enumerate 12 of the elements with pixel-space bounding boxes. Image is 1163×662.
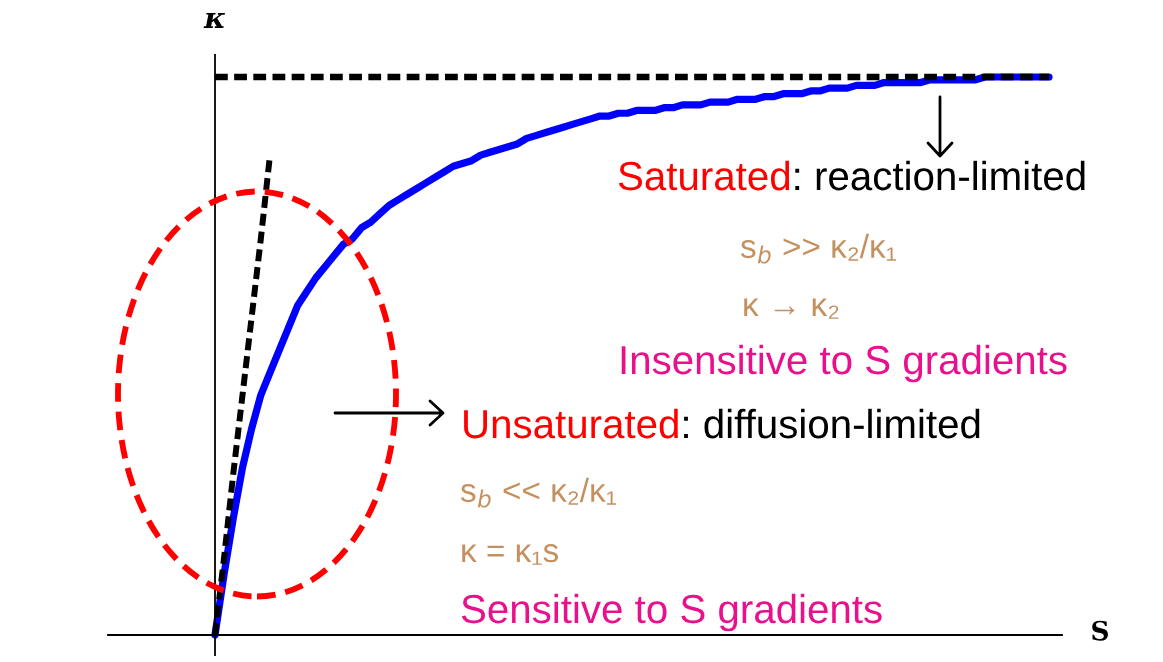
x-axis-title: S (1092, 620, 1108, 641)
annotation: s$_{b}$ << κ₂/κ₁ (460, 477, 617, 508)
annotation: : diffusion-limited (684, 408, 980, 439)
annotation: Unsaturated (464, 408, 678, 439)
annotation: Saturated (618, 160, 790, 191)
annotation: : reaction-limited (795, 160, 1085, 191)
y-axis-title: κ (203, 12, 225, 29)
annotation: Sensitive to S gradients (461, 593, 882, 632)
annotation: κ → κ₂ (744, 298, 839, 319)
annotation: κ = κ₁s (462, 544, 559, 565)
annotation: s$_{b}$ >> κ₂/κ₁ (740, 233, 897, 264)
annotation: Insensitive to S gradients (621, 344, 1067, 383)
